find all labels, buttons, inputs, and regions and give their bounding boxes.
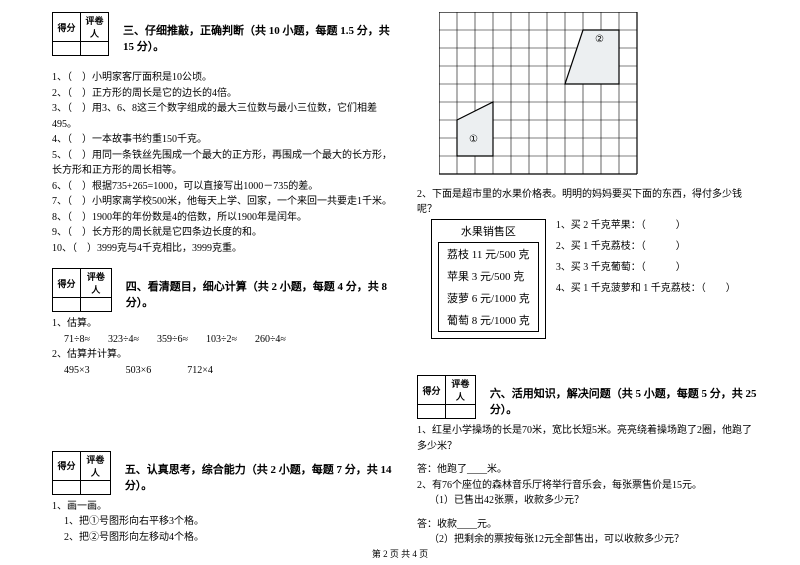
score-cell [53, 42, 81, 56]
q3-2: 2、（ ）正方形的周长是它的边长的4倍。 [52, 86, 393, 102]
q4-row1: 71÷8≈ 323÷4≈ 359÷6≈ 103÷2≈ 260÷4≈ [64, 332, 393, 348]
score-row-3: 得分评卷人 三、仔细推敲，正确判断（共 10 小题，每题 1.5 分，共 15 … [52, 12, 393, 56]
grader-cell [81, 42, 109, 56]
score-row-6: 得分评卷人 六、活用知识，解决问题（共 5 小题，每题 5 分，共 25 分）。 [417, 375, 758, 419]
q3-1: 1、（ ）小明家客厅面积是10公顷。 [52, 70, 393, 86]
grid-figure: ①② [439, 12, 758, 179]
page: 得分评卷人 三、仔细推敲，正确判断（共 10 小题，每题 1.5 分，共 15 … [0, 0, 800, 545]
q6-a2: 答：收款____元。 [417, 517, 758, 533]
score-box: 得分评卷人 [52, 268, 112, 312]
grader-head: 评卷人 [81, 451, 111, 480]
price-questions: 1、买 2 千克苹果：（ ） 2、买 1 千克荔枝：（ ） 3、买 3 千克葡萄… [556, 215, 736, 299]
q4-2t: 2、估算并计算。 [52, 347, 393, 363]
q4-1t: 1、估算。 [52, 316, 393, 332]
grader-cell [81, 480, 111, 494]
q3-3: 3、（ ）用3、6、8这三个数字组成的最大三位数与最小三位数，它们相差495。 [52, 101, 393, 132]
grid-svg: ①② [439, 12, 639, 176]
price-row: 菠萝 6 元/1000 克 [439, 287, 538, 309]
q5-l2: 2、把②号图形向左移动4个格。 [64, 530, 393, 546]
calc: 495×3 [64, 363, 90, 379]
price-table: 水果销售区 荔枝 11 元/500 克 苹果 3 元/500 克 菠萝 6 元/… [431, 219, 546, 339]
q4-row2: 495×3 503×6 712×4 [64, 363, 393, 379]
score-box: 得分评卷人 [52, 12, 109, 56]
score-cell [53, 298, 81, 312]
grader-head: 评卷人 [81, 269, 112, 298]
score-box: 得分评卷人 [52, 451, 111, 495]
pq-2: 2、买 1 千克荔枝：（ ） [556, 236, 736, 257]
price-row: 苹果 3 元/500 克 [439, 265, 538, 287]
price-table-head: 水果销售区 [432, 220, 545, 242]
grader-head: 评卷人 [81, 13, 109, 42]
score-head: 得分 [53, 451, 81, 480]
q3-4: 4、（ ）一本故事书约重150千克。 [52, 132, 393, 148]
grader-cell [81, 298, 112, 312]
calc: 323÷4≈ [108, 332, 139, 348]
price-block: 水果销售区 荔枝 11 元/500 克 苹果 3 元/500 克 菠萝 6 元/… [417, 215, 758, 339]
q6-1: 1、红星小学操场的长是70米，宽比长短5米。亮亮绕着操场跑了2圈，他跑了多少米？ [417, 423, 758, 454]
q3-5: 5、（ ）用同一条铁丝先围成一个最大的正方形，再围成一个最大的长方形，长方形和正… [52, 148, 393, 179]
score-cell [418, 405, 446, 419]
section-6-questions: 1、红星小学操场的长是70米，宽比长短5米。亮亮绕着操场跑了2圈，他跑了多少米？… [417, 423, 758, 548]
section-title-5: 五、认真思考，综合能力（共 2 小题，每题 7 分，共 14 分）。 [125, 461, 393, 493]
page-footer: 第 2 页 共 4 页 [0, 547, 800, 560]
q6-a1: 答：他跑了____米。 [417, 462, 758, 478]
calc: 503×6 [126, 363, 152, 379]
q6-2a: 2、有76个座位的森林音乐厅将举行音乐会，每张票售价是15元。 [417, 478, 758, 494]
pq-1: 1、买 2 千克苹果：（ ） [556, 215, 736, 236]
q2-intro: 2、下面是超市里的水果价格表。明明的妈妈要买下面的东西，得付多少钱呢？ [417, 185, 758, 215]
right-column: ①② 2、下面是超市里的水果价格表。明明的妈妈要买下面的东西，得付多少钱呢？ 水… [405, 12, 770, 545]
section-title-4: 四、看清题目，细心计算（共 2 小题，每题 4 分，共 8 分）。 [126, 278, 393, 310]
score-cell [53, 480, 81, 494]
calc: 359÷6≈ [157, 332, 188, 348]
calc: 260÷4≈ [255, 332, 286, 348]
price-row: 荔枝 11 元/500 克 [439, 243, 538, 265]
grader-cell [446, 405, 476, 419]
price-row: 葡萄 8 元/1000 克 [439, 309, 538, 331]
score-row-4: 得分评卷人 四、看清题目，细心计算（共 2 小题，每题 4 分，共 8 分）。 [52, 268, 393, 312]
svg-text:②: ② [595, 34, 604, 45]
calc: 103÷2≈ [206, 332, 237, 348]
section-5-questions: 1、画一画。 1、把①号图形向右平移3个格。 2、把②号图形向左移动4个格。 [52, 499, 393, 546]
section-3-questions: 1、（ ）小明家客厅面积是10公顷。 2、（ ）正方形的周长是它的边长的4倍。 … [52, 70, 393, 256]
score-head: 得分 [53, 269, 81, 298]
section-4-questions: 1、估算。 71÷8≈ 323÷4≈ 359÷6≈ 103÷2≈ 260÷4≈ … [52, 316, 393, 378]
left-column: 得分评卷人 三、仔细推敲，正确判断（共 10 小题，每题 1.5 分，共 15 … [40, 12, 405, 545]
q5-1t: 1、画一画。 [52, 499, 393, 515]
pq-4: 4、买 1 千克菠萝和 1 千克荔枝：（ ） [556, 278, 736, 299]
grader-head: 评卷人 [446, 376, 476, 405]
q3-9: 9、（ ）长方形的周长就是它四条边长度的和。 [52, 225, 393, 241]
svg-text:①: ① [469, 134, 478, 145]
score-box: 得分评卷人 [417, 375, 476, 419]
q3-6: 6、（ ）根据735+265=1000，可以直接写出1000－735的差。 [52, 179, 393, 195]
q3-8: 8、（ ）1900年的年份数是4的倍数，所以1900年是闰年。 [52, 210, 393, 226]
q5-l1: 1、把①号图形向右平移3个格。 [64, 514, 393, 530]
q3-7: 7、（ ）小明家离学校500米，他每天上学、回家，一个来回一共要走1千米。 [52, 194, 393, 210]
section-title-6: 六、活用知识，解决问题（共 5 小题，每题 5 分，共 25 分）。 [490, 385, 758, 417]
score-row-5: 得分评卷人 五、认真思考，综合能力（共 2 小题，每题 7 分，共 14 分）。 [52, 451, 393, 495]
section-title-3: 三、仔细推敲，正确判断（共 10 小题，每题 1.5 分，共 15 分）。 [123, 22, 393, 54]
score-head: 得分 [418, 376, 446, 405]
q3-10: 10、（ ）3999克与4千克相比，3999克重。 [52, 241, 393, 257]
calc: 71÷8≈ [64, 332, 90, 348]
calc: 712×4 [187, 363, 213, 379]
q6-2c: （2）把剩余的票按每张12元全部售出，可以收款多少元？ [429, 532, 758, 548]
score-head: 得分 [53, 13, 81, 42]
pq-3: 3、买 3 千克葡萄：（ ） [556, 257, 736, 278]
q6-2b: （1）已售出42张票，收款多少元？ [429, 493, 758, 509]
